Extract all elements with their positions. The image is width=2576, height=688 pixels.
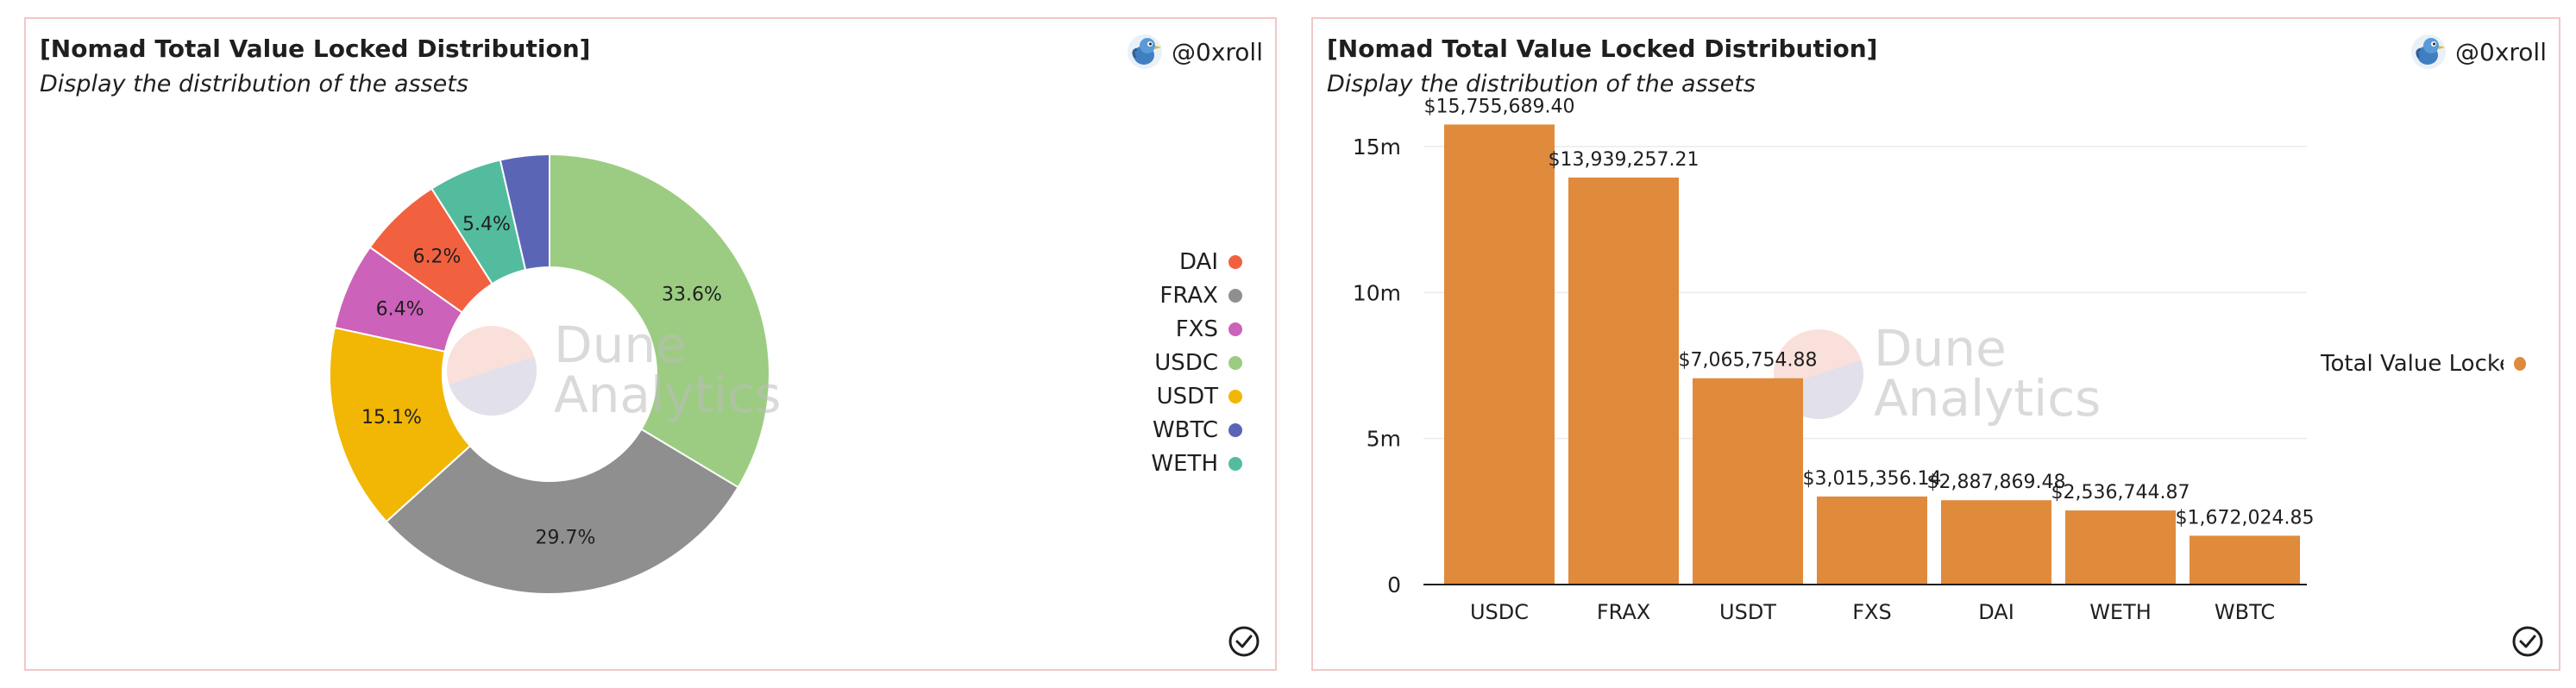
legend-label: DAI — [1178, 249, 1218, 275]
legend-item-wbtc[interactable]: WBTC — [1152, 417, 1242, 443]
bar-value-label-fxs: $3,015,356.14 — [1803, 468, 1942, 490]
check-circle-icon[interactable] — [1227, 624, 1261, 659]
bar-legend-dot — [2513, 357, 2526, 371]
pie-slice-label-usdc: 33.6% — [662, 285, 722, 306]
x-tick-label-frax: FRAX — [1597, 600, 1650, 624]
pie-slice-label-dai: 6.2% — [412, 247, 461, 268]
x-tick-label-fxs: FXS — [1852, 600, 1891, 624]
y-tick-label: 15m — [1353, 134, 1401, 159]
watermark-text-analytics: Analytics — [1874, 369, 2101, 428]
bar-legend: Total Value Locked — [2321, 351, 2526, 377]
pie-chart-title: [Nomad Total Value Locked Distribution] — [40, 34, 591, 63]
legend-label: FRAX — [1159, 283, 1218, 309]
pie-slice-label-usdt: 15.1% — [361, 407, 422, 428]
watermark-logo-bottom — [449, 356, 537, 416]
legend-dot — [1228, 289, 1242, 303]
bar-dai[interactable] — [1941, 500, 2051, 585]
bar-frax[interactable] — [1568, 177, 1679, 585]
pie-slice-frax[interactable] — [385, 428, 740, 595]
bird-avatar-icon — [2411, 34, 2447, 69]
legend-item-dai[interactable]: DAI — [1178, 249, 1242, 275]
x-tick-label-wbtc: WBTC — [2215, 600, 2275, 624]
y-tick-label: 5m — [1367, 427, 1401, 452]
legend-dot — [1228, 322, 1242, 336]
pie-slice-label-weth: 5.4% — [462, 214, 511, 235]
donut-chart: 33.6% 29.7% 15.1% 6.4% 6.2%5.4% Dune Analyti… — [329, 153, 781, 595]
pie-legend: DAI FRAX FXS USDC USDT WBTC WETH — [1151, 249, 1242, 477]
pie-chart-panel: [Nomad Total Value Locked Distribution] … — [24, 17, 1277, 671]
author-badge[interactable]: @0xroll — [1127, 33, 1263, 71]
legend-item-weth[interactable]: WETH — [1151, 451, 1242, 477]
bar-value-label-frax: $13,939,257.21 — [1549, 149, 1700, 171]
y-tick-label: 10m — [1353, 280, 1401, 305]
x-tick-label-usdt: USDT — [1719, 600, 1776, 624]
author-badge[interactable]: @0xroll — [2410, 33, 2547, 71]
bar-weth[interactable] — [2065, 510, 2176, 585]
pie-slice-usdt[interactable] — [329, 326, 472, 523]
bird-avatar-icon — [1128, 34, 1163, 69]
bar-usdc[interactable] — [1444, 124, 1555, 585]
bar-chart-panel: [Nomad Total Value Locked Distribution] … — [1311, 17, 2560, 671]
pie-chart-subtitle: Display the distribution of the assets — [40, 71, 468, 97]
bar-legend-label: Total Value Locked — [2321, 351, 2504, 377]
x-tick-label-weth: WETH — [2089, 600, 2152, 624]
bar-chart: Dune Analytics $15,755,689.40 $13,939,257… — [1353, 96, 2315, 624]
author-handle: @0xroll — [2455, 37, 2547, 66]
legend-item-frax[interactable]: FRAX — [1159, 283, 1242, 309]
legend-label: USDT — [1156, 384, 1218, 410]
legend-label: FXS — [1175, 316, 1218, 342]
x-tick-label-dai: DAI — [1978, 600, 2014, 624]
dune-watermark: Dune Analytics — [1774, 319, 2101, 428]
bar-usdt[interactable] — [1693, 378, 1803, 585]
legend-label: WBTC — [1152, 417, 1218, 443]
dune-watermark: Dune Analytics — [447, 316, 781, 424]
bar-value-label-usdc: $15,755,689.40 — [1424, 96, 1575, 117]
legend-dot — [1228, 356, 1242, 370]
pie-slice-wbtc[interactable] — [499, 153, 550, 272]
legend-dot — [1228, 255, 1242, 269]
x-tick-label-usdc: USDC — [1470, 600, 1529, 624]
author-handle: @0xroll — [1172, 37, 1263, 66]
legend-label: USDC — [1154, 350, 1218, 376]
watermark-text-dune: Dune — [1874, 319, 2007, 378]
watermark-text-dune: Dune — [554, 316, 687, 374]
bar-value-label-weth: $2,536,744.87 — [2051, 482, 2190, 503]
bar-value-label-wbtc: $1,672,024.85 — [2176, 507, 2315, 529]
bar-value-label-usdt: $7,065,754.88 — [1679, 350, 1818, 372]
legend-item-usdt[interactable]: USDT — [1156, 384, 1242, 410]
legend-label: WETH — [1151, 451, 1218, 477]
pie-slice-label-fxs: 6.4% — [376, 299, 424, 321]
bar-wbtc[interactable] — [2190, 535, 2300, 585]
bar-chart-subtitle: Display the distribution of the assets — [1327, 71, 1756, 97]
check-circle-icon[interactable] — [2510, 624, 2545, 659]
pie-slice-label-frax: 29.7% — [535, 528, 595, 549]
legend-item-fxs[interactable]: FXS — [1175, 316, 1242, 342]
bar-fxs[interactable] — [1817, 496, 1927, 585]
pie-slice-usdc[interactable] — [549, 153, 770, 489]
y-tick-label: 0 — [1387, 572, 1401, 597]
legend-dot — [1228, 423, 1242, 437]
legend-dot — [1228, 457, 1242, 471]
bar-chart-title: [Nomad Total Value Locked Distribution] — [1327, 34, 1878, 63]
legend-dot — [1228, 390, 1242, 403]
watermark-text-analytics: Analytics — [554, 366, 781, 424]
legend-item-usdc[interactable]: USDC — [1154, 350, 1242, 376]
bar-value-label-dai: $2,887,869.48 — [1927, 472, 2066, 493]
